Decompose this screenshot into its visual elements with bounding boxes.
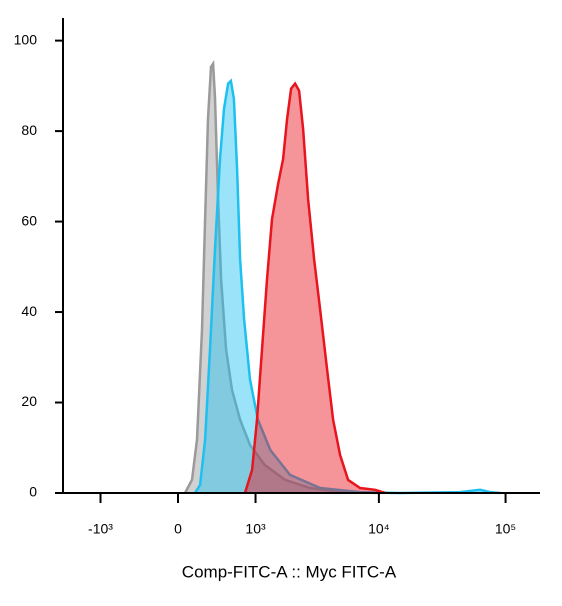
x-tick-label: 10⁴ bbox=[368, 521, 390, 537]
histogram-area bbox=[195, 80, 501, 494]
y-tick-label: 60 bbox=[21, 212, 37, 228]
histogram-line bbox=[183, 59, 381, 495]
y-tick-label: 40 bbox=[21, 303, 37, 319]
y-tick-label: 0 bbox=[29, 484, 37, 500]
y-tick-label: 100 bbox=[14, 31, 38, 47]
x-axis-label: Comp-FITC-A :: Myc FITC-A bbox=[182, 562, 397, 581]
x-tick-label: 10⁵ bbox=[495, 521, 516, 537]
x-tick-label: 0 bbox=[174, 521, 182, 537]
histogram-line bbox=[243, 81, 386, 495]
y-tick-label: 80 bbox=[21, 122, 37, 138]
x-tick-label: 10³ bbox=[245, 521, 266, 537]
y-tick-label: 20 bbox=[21, 393, 37, 409]
x-tick-label: -10³ bbox=[88, 521, 113, 537]
histogram-area bbox=[245, 83, 386, 493]
